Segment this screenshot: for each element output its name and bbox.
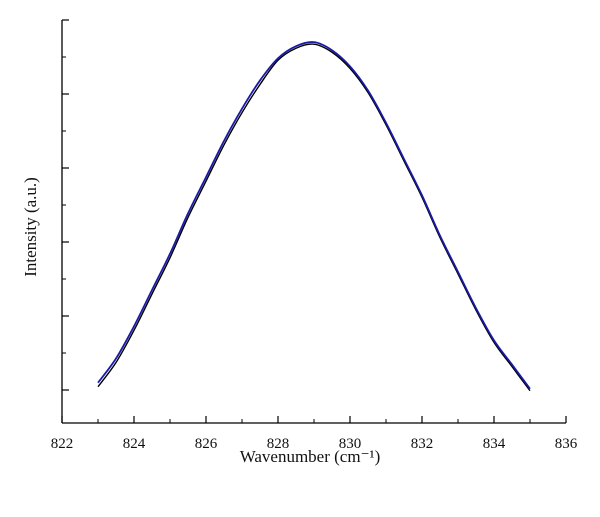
x-tick-label: 832	[411, 436, 434, 452]
y-axis-title: Intensity (a.u.)	[21, 177, 40, 277]
series-line-blue	[97, 41, 531, 390]
x-tick-label: 822	[51, 436, 74, 452]
y-ticks	[62, 19, 69, 391]
x-ticks: 822 824 826 828 830 832 834 836	[51, 416, 578, 452]
series-layer	[97, 41, 531, 392]
x-tick-label: 836	[555, 436, 578, 452]
x-tick-label: 834	[483, 436, 506, 452]
series-line-black	[97, 43, 531, 392]
x-tick-label: 830	[339, 436, 362, 452]
x-tick-label: 824	[123, 436, 146, 452]
x-tick-label: 826	[195, 436, 218, 452]
x-axis-title: Wavenumber (cm⁻¹)	[240, 447, 381, 466]
x-tick-label: 828	[267, 436, 290, 452]
